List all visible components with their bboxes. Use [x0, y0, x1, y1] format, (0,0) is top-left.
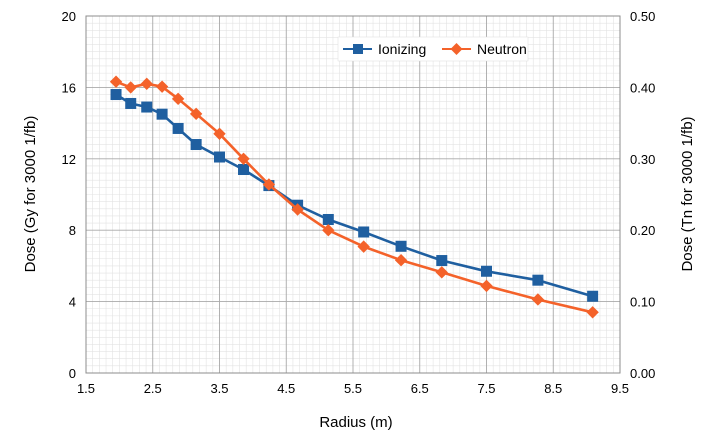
x-tick-label: 1.5	[77, 381, 95, 396]
neutron-point	[171, 92, 185, 106]
ionizing-point	[172, 122, 184, 134]
ionizing-point	[125, 97, 137, 109]
left-tick-label: 12	[62, 152, 76, 167]
x-tick-label: 5.5	[344, 381, 362, 396]
left-tick-label: 4	[69, 295, 76, 310]
left-tick-label: 0	[69, 366, 76, 381]
neutron-point	[155, 80, 169, 93]
series-layer	[109, 75, 599, 319]
ionizing-point	[436, 255, 448, 267]
left-tick-label: 8	[69, 223, 76, 238]
neutron-point	[124, 81, 137, 94]
ionizing-point	[141, 101, 153, 113]
left-tick-label: 16	[62, 80, 76, 95]
ionizing-point	[587, 290, 599, 302]
right-tick-label: 0.30	[630, 152, 655, 167]
ionizing-point	[214, 151, 225, 163]
major-grid	[86, 16, 620, 373]
neutron-point	[237, 152, 250, 165]
x-tick-label: 2.5	[144, 381, 162, 396]
plot-area-frame	[85, 15, 621, 374]
right-tick-label: 0.20	[630, 223, 655, 238]
ionizing-point	[481, 265, 492, 277]
neutron-point	[189, 107, 203, 121]
legend-neutron-label: Neutron	[477, 41, 527, 57]
ionizing-point	[110, 89, 122, 101]
legend-ionizing-label: Ionizing	[378, 41, 426, 57]
legend: Ionizing Neutron	[337, 36, 529, 62]
x-tick-label: 7.5	[477, 381, 495, 396]
left-axis-tick-labels: 0 4 8 12 16 20	[62, 9, 76, 381]
left-axis-title: Dose (Gy for 3000 1/fb)	[22, 116, 39, 273]
x-tick-label: 4.5	[277, 381, 295, 396]
x-tick-label: 3.5	[210, 381, 228, 396]
legend-ionizing-marker	[353, 44, 363, 54]
x-axis-tick-labels: 1.5 2.5 3.5 4.5 5.5 6.5 7.5 8.5 9.5	[77, 381, 629, 396]
neutron-point	[213, 127, 226, 141]
ionizing-point	[238, 164, 250, 176]
x-tick-label: 9.5	[611, 381, 629, 396]
right-axis-tick-labels: 0.00 0.10 0.20 0.30 0.40 0.50	[630, 9, 655, 381]
ionizing-point	[358, 226, 370, 238]
ionizing-point	[190, 139, 202, 151]
right-tick-label: 0.10	[630, 295, 655, 310]
right-tick-label: 0.40	[630, 80, 655, 95]
neutron-point	[394, 253, 408, 267]
ionizing-point	[156, 108, 168, 120]
neutron-point	[435, 266, 448, 279]
neutron-point	[262, 178, 276, 191]
ionizing-point	[322, 213, 334, 225]
neutron-point	[109, 75, 123, 88]
neutron-point	[586, 306, 599, 319]
x-tick-label: 6.5	[411, 381, 429, 396]
right-tick-label: 0.50	[630, 9, 655, 24]
legend-neutron-marker	[450, 43, 463, 55]
x-axis-title: Radius (m)	[319, 414, 392, 431]
neutron-point	[480, 279, 493, 293]
x-tick-label: 8.5	[544, 381, 562, 396]
ionizing-point	[395, 240, 407, 252]
right-axis-title: Dose (Tn for 3000 1/fb)	[679, 116, 696, 271]
left-tick-label: 20	[62, 9, 76, 24]
ionizing-point	[532, 274, 544, 286]
neutron-point	[291, 203, 304, 216]
neutron-point	[531, 293, 545, 306]
neutron-point	[322, 224, 335, 237]
neutron-point	[357, 240, 370, 253]
right-tick-label: 0.00	[630, 366, 655, 381]
neutron-point	[140, 77, 153, 91]
